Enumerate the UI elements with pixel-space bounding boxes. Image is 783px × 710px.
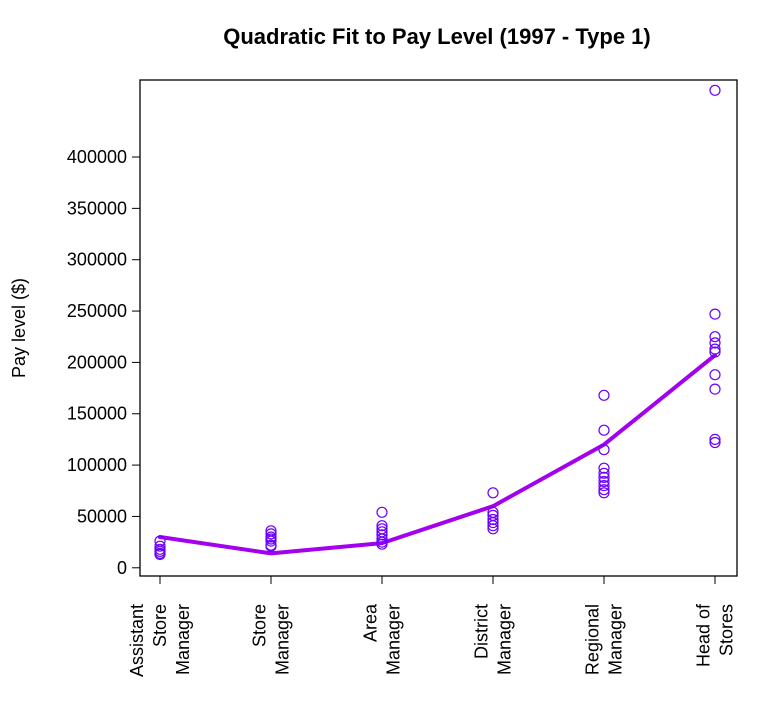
y-axis: 0 50000 100000 150000 200000 250000 300000 3500…: [67, 147, 141, 578]
x-tick-label: Head of: [694, 603, 714, 667]
data-point: [487, 487, 499, 499]
data-point: [487, 520, 499, 532]
data-point: [265, 535, 277, 547]
data-point: [376, 533, 388, 545]
x-tick-label: District: [472, 604, 492, 659]
data-point: [709, 331, 721, 343]
x-tick-label: Manager: [606, 604, 626, 675]
data-point: [709, 436, 721, 449]
data-point: [376, 506, 388, 518]
data-point: [598, 487, 610, 499]
y-tick-label: 300000: [67, 250, 127, 270]
data-point: [154, 548, 166, 561]
y-tick-label: 50000: [77, 506, 127, 526]
y-tick-label: 0: [117, 558, 127, 578]
y-tick-label: 100000: [67, 455, 127, 475]
x-tick-label: Manager: [495, 604, 515, 675]
data-point: [598, 424, 610, 436]
data-point: [709, 343, 721, 355]
data-point: [709, 337, 721, 349]
data-point: [598, 471, 610, 483]
data-point: [265, 540, 277, 552]
x-tick-label: Manager: [384, 604, 404, 675]
fit-line-layer: [158, 353, 717, 556]
x-tick-label: Store: [150, 604, 170, 647]
y-tick-label: 350000: [67, 198, 127, 218]
y-tick-label: 250000: [67, 301, 127, 321]
data-point: [598, 462, 610, 474]
data-point: [598, 444, 610, 456]
data-point: [598, 389, 610, 401]
x-tick-label: Stores: [717, 604, 737, 656]
chart-title: Quadratic Fit to Pay Level (1997 - Type …: [223, 24, 651, 49]
data-point: [376, 529, 388, 541]
data-point: [376, 520, 388, 532]
x-tick-label: Store: [250, 604, 270, 647]
data-point: [598, 475, 610, 488]
plot-frame: [139, 79, 738, 577]
data-point: [709, 433, 721, 445]
data-point: [376, 538, 388, 550]
quadratic-fit-line: [158, 353, 717, 556]
data-point: [598, 484, 610, 496]
x-tick-label: Area: [361, 603, 381, 642]
data-point: [154, 540, 166, 552]
scatter-points-layer: [154, 84, 721, 561]
data-point: [487, 513, 499, 526]
data-point: [709, 383, 721, 395]
data-point: [598, 467, 610, 479]
x-tick-label: Manager: [273, 604, 293, 675]
x-tick-label: Regional: [583, 604, 603, 675]
x-tick-label: Assistant: [127, 604, 147, 677]
y-axis-label: Pay level ($): [9, 278, 29, 378]
y-tick-label: 200000: [67, 352, 127, 372]
x-tick-label: Manager: [173, 604, 193, 675]
data-point: [598, 480, 610, 492]
y-tick-label: 400000: [67, 147, 127, 167]
data-point: [709, 369, 721, 381]
data-point: [265, 528, 277, 540]
data-point: [709, 84, 721, 96]
data-point: [709, 346, 721, 358]
x-axis: Assistant Store Manager Store Manager Area Man…: [127, 576, 737, 677]
data-point: [487, 516, 499, 529]
y-tick-label: 150000: [67, 404, 127, 424]
data-point: [487, 523, 499, 535]
data-point: [709, 308, 721, 320]
